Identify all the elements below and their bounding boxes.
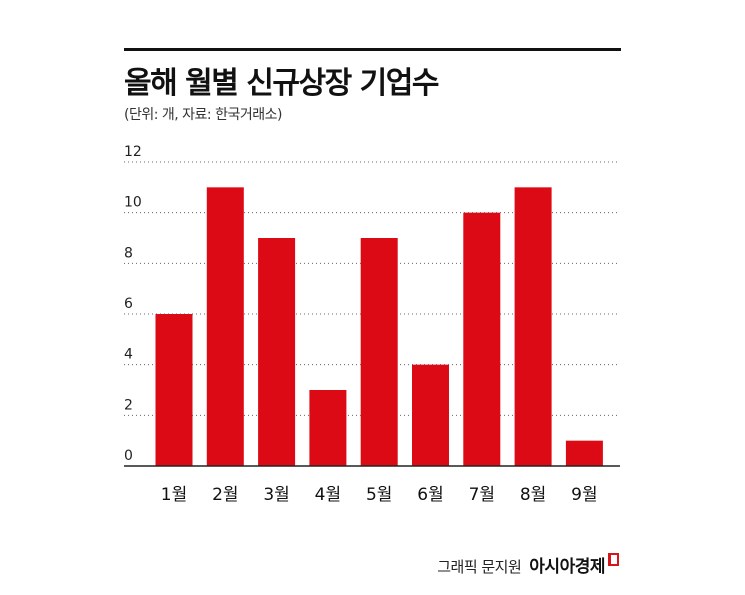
x-tick-label: 2월 [212,485,238,505]
bar [155,314,193,466]
credit-line: 그래픽 문지원 아시아경제 [437,552,619,577]
brand-mark-icon [608,553,619,566]
bar [360,238,398,466]
y-tick-label: 8 [124,245,133,261]
bar [514,187,552,467]
x-tick-label: 9월 [571,485,597,505]
y-tick-label: 12 [124,144,142,160]
bar [206,187,244,467]
x-tick-label: 3월 [263,485,289,505]
x-tick-label: 8월 [520,485,546,505]
bar [412,364,449,466]
top-rule [124,48,621,51]
y-tick-label: 10 [124,195,142,211]
bar [258,238,296,466]
y-tick-label: 4 [124,347,133,363]
x-tick-label: 5월 [366,485,392,505]
y-tick-label: 6 [124,296,133,312]
chart-title: 올해 월별 신규상장 기업수 [124,66,439,101]
brand-logo-text: 아시아경제 [529,557,605,577]
chart-subtitle: (단위: 개, 자료: 한국거래소) [124,107,282,123]
bar [463,212,501,466]
x-tick-label: 6월 [417,485,443,505]
graphic-credit: 그래픽 문지원 [437,558,522,576]
bar [309,390,347,466]
x-tick-label: 4월 [315,485,341,505]
bar [565,440,603,466]
y-tick-label: 2 [124,397,133,413]
x-tick-label: 1월 [161,485,187,505]
x-tick-label: 7월 [469,485,495,505]
y-tick-label: 0 [124,448,133,464]
